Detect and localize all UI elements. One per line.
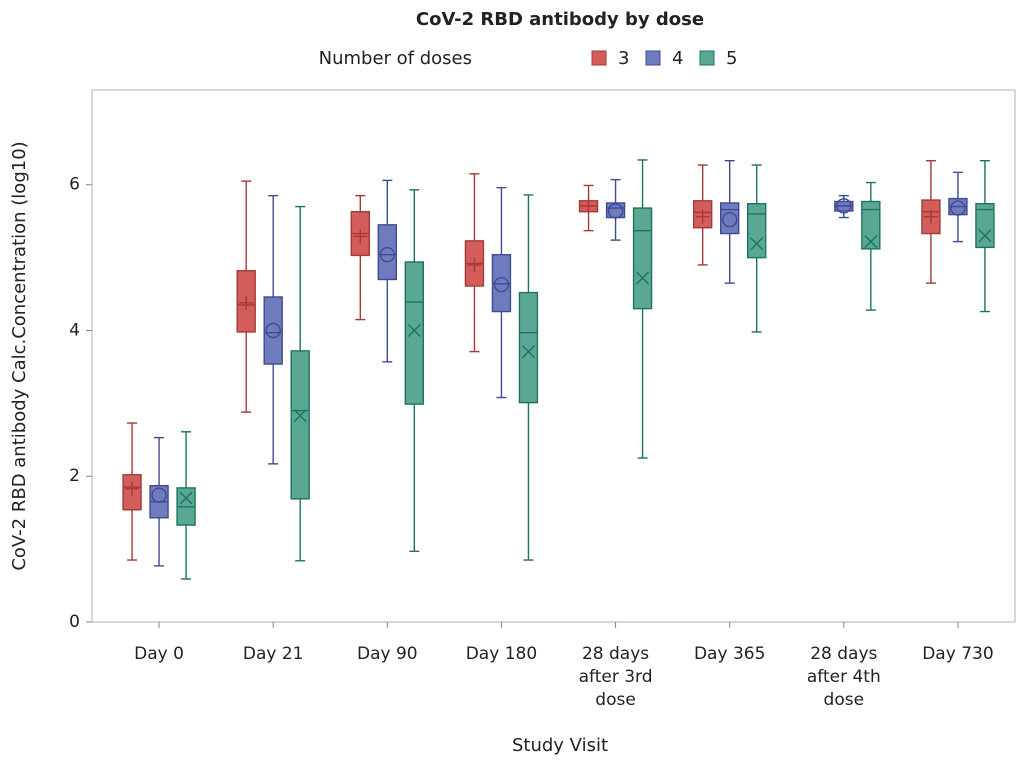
mean-marker <box>721 212 738 228</box>
x-tick-label: 28 days after 3rd dose <box>578 644 653 710</box>
mean-marker <box>293 409 307 423</box>
mean-marker <box>581 198 596 213</box>
y-tick-label: 6 <box>69 175 80 195</box>
legend-label: 5 <box>726 48 737 69</box>
y-tick-label: 0 <box>69 612 80 632</box>
box <box>263 296 283 365</box>
mean-marker <box>407 323 421 337</box>
mean-marker <box>353 229 368 244</box>
legend-label: 4 <box>672 48 683 69</box>
mean-marker <box>521 345 535 359</box>
legend-swatch <box>591 50 607 66</box>
box <box>518 291 539 404</box>
mean-marker <box>265 322 281 339</box>
mean-marker <box>467 257 482 272</box>
x-tick-label: Day 730 <box>922 644 994 664</box>
legend-title: Number of doses <box>319 48 472 69</box>
box <box>746 202 767 259</box>
mean-marker <box>239 295 254 310</box>
plot-frame <box>91 89 1016 623</box>
box <box>975 202 995 249</box>
mean-marker <box>636 271 650 285</box>
mean-marker <box>607 203 624 219</box>
x-tick-label: 28 days after 4th dose <box>806 644 881 710</box>
legend-swatch <box>699 50 715 66</box>
mean-marker <box>695 209 710 224</box>
x-tick-label: Day 365 <box>693 644 766 664</box>
x-tick-label: Day 180 <box>465 644 538 664</box>
legend-swatch <box>645 50 661 66</box>
mean-marker <box>379 247 396 263</box>
mean-marker <box>950 200 966 216</box>
mean-marker <box>493 276 510 293</box>
mean-marker <box>125 481 140 496</box>
y-tick-label: 4 <box>69 320 80 340</box>
box <box>290 350 310 500</box>
box <box>491 254 512 313</box>
mean-marker <box>836 198 852 214</box>
mean-marker <box>179 491 193 505</box>
chart-title: CoV-2 RBD antibody by dose <box>416 9 704 30</box>
mean-marker <box>864 235 878 249</box>
box <box>404 261 425 405</box>
mean-marker <box>151 487 167 503</box>
x-tick-label: Day 0 <box>134 644 184 664</box>
legend-label: 3 <box>618 48 629 69</box>
box <box>632 207 653 310</box>
mean-marker <box>750 237 764 251</box>
x-tick-label: Day 21 <box>242 644 304 664</box>
y-tick-label: 2 <box>69 466 80 486</box>
x-axis-label: Study Visit <box>512 735 608 756</box>
mean-marker <box>978 229 992 243</box>
mean-marker <box>923 209 938 224</box>
y-axis-label: CoV-2 RBD antibody Calc.Concentration (l… <box>9 141 30 570</box>
x-tick-label: Day 90 <box>357 644 418 664</box>
box <box>377 224 398 281</box>
